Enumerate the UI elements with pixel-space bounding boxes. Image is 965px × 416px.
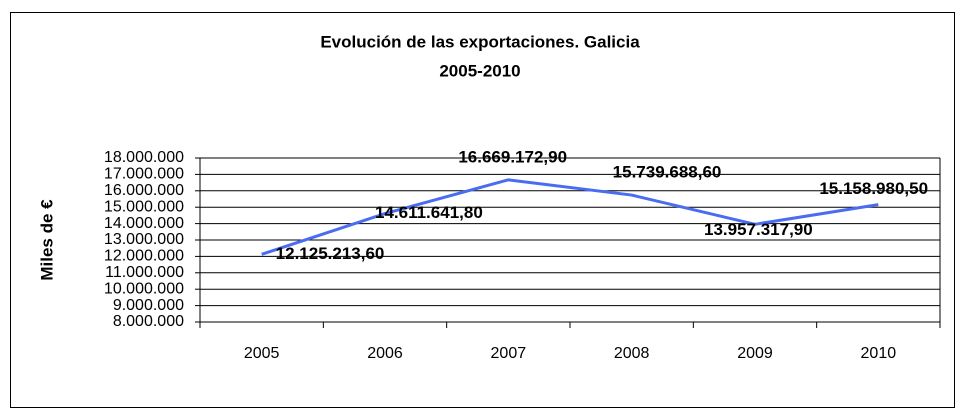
x-tick-label: 2010	[861, 345, 897, 362]
chart-subtitle: 2005-2010	[439, 61, 520, 80]
y-axis-label: Miles de €	[37, 199, 56, 281]
y-tick-label: 17.000.000	[104, 166, 184, 183]
chart-border	[10, 12, 955, 408]
y-tick-label: 10.000.000	[104, 280, 184, 297]
x-tick-label: 2006	[367, 345, 403, 362]
y-tick-label: 16.000.000	[104, 182, 184, 199]
x-tick-label: 2008	[614, 345, 650, 362]
y-tick-label: 18.000.000	[104, 149, 184, 166]
data-label: 15.158.980,50	[819, 179, 928, 198]
data-label: 13.957.317,90	[704, 220, 813, 239]
x-tick-label: 2009	[737, 345, 773, 362]
y-tick-label: 12.000.000	[104, 248, 184, 265]
y-tick-label: 8.000.000	[113, 313, 184, 330]
y-tick-label: 14.000.000	[104, 215, 184, 232]
data-line	[261, 178, 879, 256]
data-label: 12.125.213,60	[276, 244, 385, 263]
data-label: 16.669.172,90	[458, 147, 567, 166]
y-tick-label: 11.000.000	[105, 264, 184, 281]
y-tick-label: 9.000.000	[113, 297, 184, 314]
x-tick-label: 2007	[491, 345, 527, 362]
data-label: 14.611.641,80	[375, 203, 483, 222]
x-tick-label: 2005	[244, 345, 280, 362]
y-tick-label: 13.000.000	[104, 231, 184, 248]
y-tick-label: 15.000.000	[104, 198, 184, 215]
chart-title: Evolución de las exportaciones. Galicia	[320, 32, 640, 51]
data-label: 15.739.688,60	[613, 163, 722, 182]
